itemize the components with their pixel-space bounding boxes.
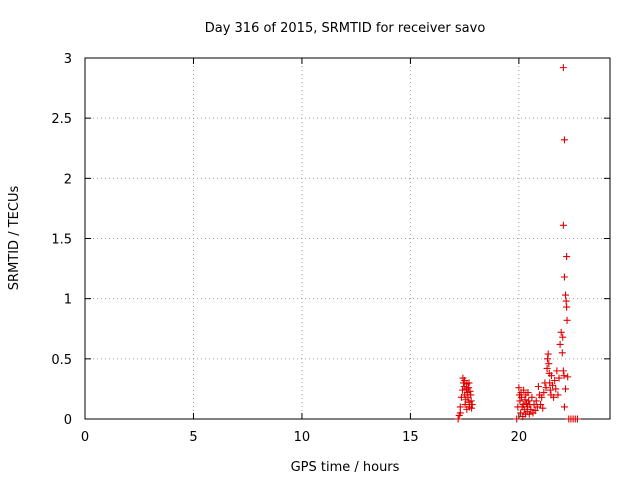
- y-tick-label: 1.5: [51, 233, 72, 248]
- data-point: [463, 405, 471, 413]
- data-point: [560, 273, 568, 281]
- data-point: [525, 410, 533, 418]
- data-point: [555, 374, 563, 382]
- data-point: [519, 401, 527, 409]
- data-point: [573, 415, 581, 423]
- x-tick-label: 5: [189, 430, 197, 445]
- y-axis-label: SRMTID / TECUs: [7, 186, 22, 291]
- data-point: [552, 385, 560, 393]
- data-point: [527, 405, 535, 413]
- data-point: [560, 403, 568, 411]
- y-tick-label: 1: [64, 293, 72, 308]
- data-point: [546, 386, 554, 394]
- data-point: [559, 367, 567, 375]
- data-point: [559, 221, 567, 229]
- data-point: [560, 136, 568, 144]
- data-point: [554, 391, 562, 399]
- y-tick-label: 2: [64, 172, 72, 187]
- data-point: [542, 384, 550, 392]
- x-tick-label: 10: [294, 430, 311, 445]
- data-point: [521, 396, 529, 404]
- axis-ticks: [84, 57, 610, 420]
- data-point: [563, 316, 571, 324]
- data-point: [559, 333, 567, 341]
- data-point: [458, 386, 466, 394]
- data-point: [563, 303, 571, 311]
- data-point: [467, 391, 475, 399]
- data-point: [549, 381, 557, 389]
- data-point: [520, 386, 528, 394]
- data-point: [468, 404, 476, 412]
- data-point: [557, 328, 565, 336]
- x-axis-label: GPS time / hours: [291, 460, 400, 475]
- data-points: [454, 64, 581, 423]
- data-point: [550, 393, 558, 401]
- data-point: [524, 389, 532, 397]
- data-point: [544, 355, 552, 363]
- data-point: [544, 350, 552, 358]
- data-point: [551, 376, 559, 384]
- data-point: [456, 403, 464, 411]
- x-tick-label: 15: [402, 430, 419, 445]
- y-tick-labels: 0 0.5 1 1.5 2 2.5 3: [51, 52, 72, 428]
- x-tick-labels: 0 5 10 15 20: [81, 430, 527, 445]
- grid-lines: [85, 58, 610, 419]
- data-point: [532, 397, 540, 405]
- x-tick-label: 20: [511, 430, 528, 445]
- data-point: [517, 409, 525, 417]
- data-point: [545, 360, 553, 368]
- data-point: [537, 401, 545, 409]
- data-point: [531, 407, 539, 415]
- data-point: [461, 376, 469, 384]
- y-tick-label: 0: [64, 413, 72, 428]
- data-point: [563, 253, 571, 261]
- y-tick-label: 0.5: [51, 353, 72, 368]
- y-tick-label: 2.5: [51, 112, 72, 127]
- data-point: [539, 404, 547, 412]
- data-point: [562, 385, 570, 393]
- data-point: [538, 393, 546, 401]
- data-point: [562, 291, 570, 299]
- data-point: [468, 401, 476, 409]
- data-point: [562, 297, 570, 305]
- data-point: [461, 401, 469, 409]
- data-point: [513, 415, 521, 423]
- y-tick-label: 3: [64, 52, 72, 67]
- data-point: [525, 397, 533, 405]
- data-point: [559, 64, 567, 72]
- data-point: [564, 373, 572, 381]
- data-point: [558, 349, 566, 357]
- data-point: [540, 389, 548, 397]
- data-point: [547, 372, 555, 380]
- data-point: [456, 409, 464, 417]
- data-point: [534, 383, 542, 391]
- data-point: [515, 384, 523, 392]
- data-point: [528, 393, 536, 401]
- data-point: [467, 397, 475, 405]
- data-point: [466, 387, 474, 395]
- data-point: [543, 364, 551, 372]
- data-point: [454, 415, 462, 423]
- plot-frame: [84, 57, 611, 420]
- data-point: [556, 340, 564, 348]
- data-point: [516, 397, 524, 405]
- x-tick-label: 0: [81, 430, 89, 445]
- data-point: [465, 379, 473, 387]
- data-point: [560, 372, 568, 380]
- data-point: [553, 367, 561, 375]
- chart-title: Day 316 of 2015, SRMTID for receiver sav…: [205, 21, 486, 36]
